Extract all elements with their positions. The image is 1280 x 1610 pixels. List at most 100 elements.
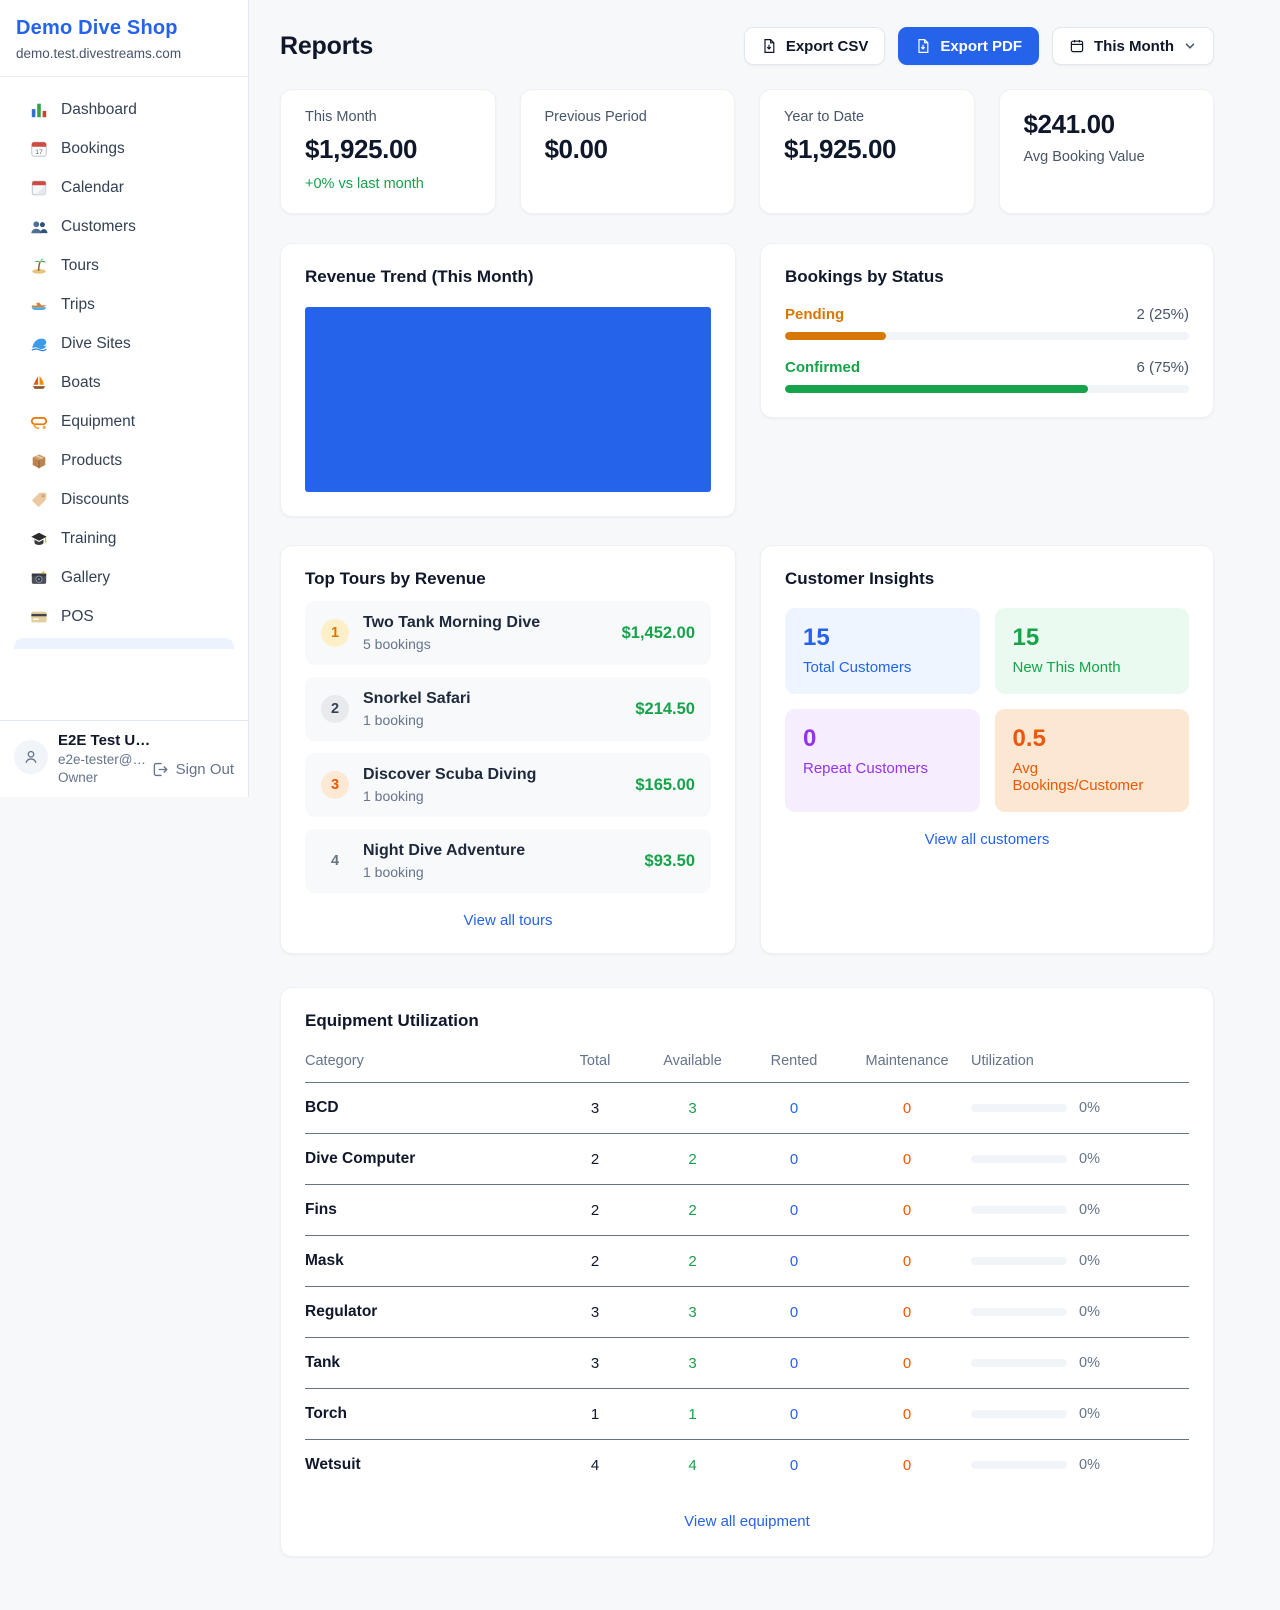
stat-card-avg-booking-value: $241.00 Avg Booking Value <box>998 89 1214 214</box>
sidebar-item-label: Dive Sites <box>61 334 131 352</box>
user-email: e2e-tester@… <box>58 752 146 767</box>
cell-available: 4 <box>688 1456 697 1474</box>
chevron-down-icon <box>1185 43 1195 49</box>
tour-name: Night Dive Adventure <box>363 842 526 859</box>
cell-rented: 0 <box>789 1456 799 1474</box>
tile-value: 0.5 <box>1012 725 1046 752</box>
user-info: E2E Test U… e2e-tester@… Owner <box>58 732 150 785</box>
period-select[interactable]: This Month <box>1052 27 1214 65</box>
tour-row[interactable]: 3 Discover Scuba Diving 1 booking $165.0… <box>305 753 711 817</box>
view-all-equipment-link[interactable]: View all equipment <box>684 1513 810 1530</box>
rank-badge: 2 <box>321 695 349 723</box>
cell-rented: 0 <box>745 1388 843 1440</box>
sidebar-item-bookings[interactable]: 17 Bookings <box>0 129 248 168</box>
table-row: Torch 1 1 0 0 0% <box>305 1388 1189 1440</box>
cell-available: 3 <box>640 1286 745 1338</box>
cell-maintenance: 0 <box>843 1133 971 1185</box>
sidebar-item-training[interactable]: Training <box>0 519 248 558</box>
tour-row[interactable]: 2 Snorkel Safari 1 booking $214.50 <box>305 677 711 741</box>
sidebar-item-equipment[interactable]: Equipment <box>0 402 248 441</box>
table-row: Regulator 3 3 0 0 0% <box>305 1286 1189 1338</box>
sidebar-item-dashboard[interactable]: Dashboard <box>0 90 248 129</box>
sidebar-item-customers[interactable]: Customers <box>0 207 248 246</box>
tour-revenue: $1,452.00 <box>621 623 695 642</box>
cell-available: 2 <box>640 1235 745 1287</box>
sidebar-item-discounts[interactable]: Discounts <box>0 480 248 519</box>
tile-total-customers: 15 Total Customers <box>785 608 980 694</box>
cell-category: Regulator <box>305 1286 550 1338</box>
tile-value: 15 <box>1012 624 1040 651</box>
cell-maintenance: 0 <box>902 1456 912 1474</box>
tour-row[interactable]: 4 Night Dive Adventure 1 booking $93.50 <box>305 829 711 893</box>
stat-card-this-month: This Month $1,925.00 +0% vs last month <box>280 89 496 214</box>
progress-fill <box>785 332 886 340</box>
view-all-tours-link[interactable]: View all tours <box>463 912 553 929</box>
utilization-bar <box>971 1104 1067 1112</box>
cell-available: 3 <box>640 1082 745 1134</box>
tour-revenue: $214.50 <box>635 699 695 718</box>
cell-total: 2 <box>550 1133 640 1185</box>
rank-badge: 1 <box>321 619 349 647</box>
export-csv-label: Export CSV <box>785 37 869 55</box>
sidebar-item-products[interactable]: Products <box>0 441 248 480</box>
status-row-pending: Pending 2 (25%) <box>785 306 1189 340</box>
tile-label: Total Customers <box>803 659 912 676</box>
cell-maintenance: 0 <box>843 1184 971 1236</box>
insights-row: Top Tours by Revenue 1 Two Tank Morning … <box>280 545 1214 954</box>
cell-available: 3 <box>640 1337 745 1389</box>
boats-icon <box>30 374 48 392</box>
equipment-table: Category Total Available Rented Maintena… <box>305 1043 1189 1490</box>
sidebar-item-label: Boats <box>61 373 101 391</box>
stat-value: $241.00 <box>1023 109 1116 139</box>
sidebar-item-calendar[interactable]: Calendar <box>0 168 248 207</box>
sidebar-item-gallery[interactable]: Gallery <box>0 558 248 597</box>
cell-available: 2 <box>640 1184 745 1236</box>
utilization-bar <box>971 1461 1067 1469</box>
avatar <box>14 740 48 774</box>
sign-out-button[interactable]: Sign Out <box>151 754 234 785</box>
stat-label: Previous Period <box>544 109 647 125</box>
sidebar-item-dive-sites[interactable]: Dive Sites <box>0 324 248 363</box>
sidebar-item-pos[interactable]: POS <box>0 597 248 636</box>
shop-name[interactable]: Demo Dive Shop <box>16 17 178 39</box>
equipment-icon <box>30 413 48 431</box>
progress-fill <box>785 385 1088 393</box>
tour-row[interactable]: 1 Two Tank Morning Dive 5 bookings $1,45… <box>305 601 711 665</box>
cell-total: 2 <box>550 1184 640 1236</box>
utilization-percent: 0% <box>1079 1457 1100 1473</box>
export-pdf-button[interactable]: Export PDF <box>898 27 1040 65</box>
cell-category: Fins <box>305 1184 550 1236</box>
utilization-cell: 0% <box>971 1355 1189 1371</box>
export-pdf-label: Export PDF <box>940 37 1023 55</box>
sidebar-active-item-partial[interactable] <box>14 638 234 649</box>
status-row-confirmed: Confirmed 6 (75%) <box>785 359 1189 393</box>
pos-icon <box>30 608 48 626</box>
status-label: Confirmed <box>785 359 860 376</box>
cell-category: Mask <box>305 1235 550 1287</box>
export-csv-button[interactable]: Export CSV <box>743 27 886 65</box>
utilization-percent: 0% <box>1079 1202 1100 1218</box>
table-row: Wetsuit 4 4 0 0 0% <box>305 1440 1189 1491</box>
sidebar-item-boats[interactable]: Boats <box>0 363 248 402</box>
sidebar-item-label: Products <box>61 451 123 469</box>
cell-rented: 0 <box>745 1082 843 1134</box>
progress-track <box>785 385 1189 393</box>
revenue-trend-bar <box>305 307 711 492</box>
cell-rented: 0 <box>745 1133 843 1185</box>
page-title: Reports <box>280 31 374 60</box>
sign-out-label: Sign Out <box>175 761 234 778</box>
sidebar-item-tours[interactable]: Tours <box>0 246 248 285</box>
sidebar-item-trips[interactable]: Trips <box>0 285 248 324</box>
cell-available: 1 <box>640 1388 745 1440</box>
stat-value: $0.00 <box>544 134 608 164</box>
stat-value: $1,925.00 <box>784 134 897 164</box>
training-icon <box>30 530 48 548</box>
column-header: Total <box>550 1043 640 1083</box>
sidebar-item-label: Training <box>61 529 117 547</box>
tile-value: 0 <box>803 725 817 752</box>
rank-badge: 3 <box>321 771 349 799</box>
cell-category: Wetsuit <box>305 1456 361 1473</box>
sidebar-item-label: POS <box>61 607 94 625</box>
view-all-customers-link[interactable]: View all customers <box>924 831 1050 848</box>
column-header: Rented <box>745 1043 843 1083</box>
